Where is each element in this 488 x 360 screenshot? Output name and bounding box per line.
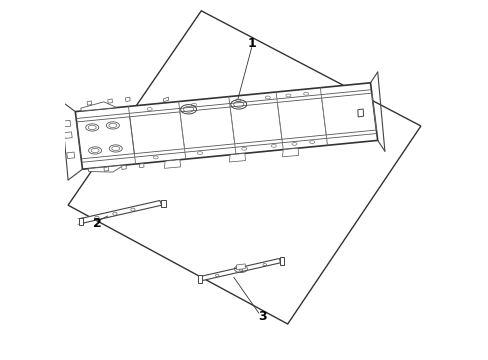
Polygon shape <box>200 258 280 281</box>
Polygon shape <box>64 132 72 138</box>
Polygon shape <box>125 97 130 102</box>
Polygon shape <box>88 165 123 172</box>
Text: 1: 1 <box>247 37 256 50</box>
Polygon shape <box>107 99 112 103</box>
Polygon shape <box>104 167 108 171</box>
Polygon shape <box>282 148 298 157</box>
Polygon shape <box>280 257 284 265</box>
Polygon shape <box>163 97 168 102</box>
Polygon shape <box>161 200 165 207</box>
Polygon shape <box>357 109 363 117</box>
Polygon shape <box>139 163 144 168</box>
Polygon shape <box>81 201 162 223</box>
Polygon shape <box>68 11 420 324</box>
Polygon shape <box>164 160 180 168</box>
Text: 3: 3 <box>258 310 266 323</box>
Polygon shape <box>67 152 75 158</box>
Polygon shape <box>63 120 71 127</box>
Polygon shape <box>229 153 245 162</box>
Polygon shape <box>75 83 377 169</box>
Text: 2: 2 <box>92 217 101 230</box>
Polygon shape <box>236 264 244 270</box>
Polygon shape <box>122 165 126 170</box>
Polygon shape <box>81 102 117 111</box>
Polygon shape <box>87 101 92 105</box>
Polygon shape <box>198 275 202 283</box>
Polygon shape <box>79 218 83 225</box>
